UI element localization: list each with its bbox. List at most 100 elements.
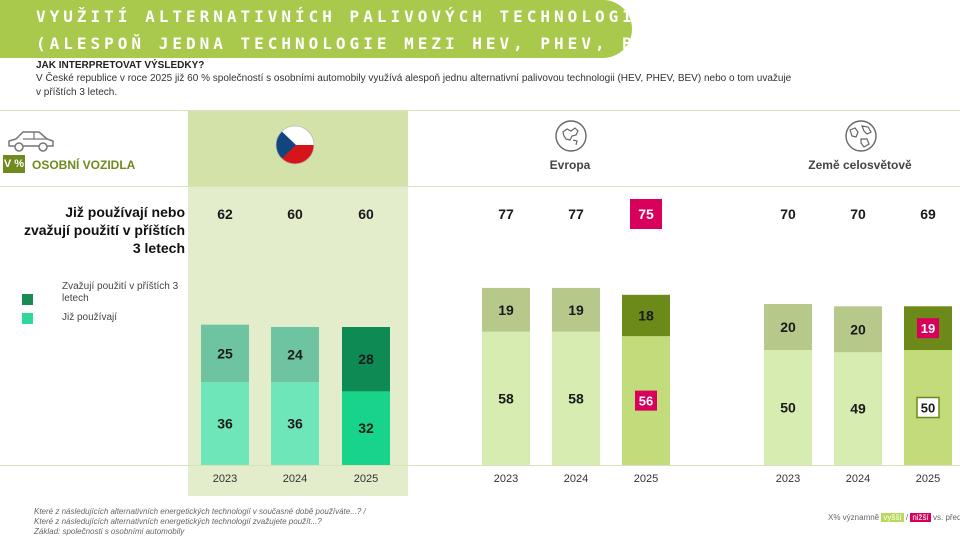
label-world-2025-considering-group: 19 — [917, 318, 939, 339]
divider-header — [0, 186, 960, 187]
label-europe-2023-total-group: 77 — [498, 206, 514, 222]
label-world-2024-using: 49 — [850, 401, 866, 417]
label-world-2023-using-group: 50 — [780, 400, 796, 416]
tick-czech-2025: 2025 — [354, 473, 378, 485]
label-europe-2023-considering-group: 19 — [498, 302, 514, 318]
significance-legend: X% významně vyšší / nižší vs. předchozí … — [828, 513, 960, 522]
czech-flag-icon — [275, 125, 315, 165]
label-world-2024-using-group: 49 — [850, 401, 866, 417]
label-czech-2025-total-group: 60 — [358, 206, 374, 222]
label-europe-2024-total-group: 77 — [568, 206, 584, 222]
tick-world-2025: 2025 — [916, 473, 940, 485]
question-title: Již používají nebo zvažují použití v pří… — [23, 204, 185, 256]
europe-icon — [555, 120, 587, 152]
label-europe-2025-total-highlight — [630, 199, 662, 229]
region-label-europe: Evropa — [549, 158, 591, 172]
label-europe-2025-total-group: 75 — [630, 199, 662, 229]
label-czech-2025-using: 32 — [358, 420, 374, 436]
legend-swatch-using — [22, 313, 33, 324]
footnote-line-3: Základ: společnosti s osobními automobil… — [34, 527, 185, 536]
label-world-2025-using: 50 — [921, 401, 935, 416]
label-europe-2025-considering: 18 — [638, 308, 654, 324]
car-icon — [8, 131, 54, 152]
bar-world-2023-considering — [764, 304, 812, 350]
legend-swatch-considering — [22, 294, 33, 305]
label-czech-2025-total: 60 — [358, 206, 374, 222]
label-world-2023-considering-group: 20 — [780, 319, 796, 335]
divider-top — [0, 110, 960, 111]
label-europe-2024-considering: 19 — [568, 302, 584, 318]
label-world-2025-considering: 19 — [921, 321, 935, 336]
label-czech-2024-considering: 24 — [287, 347, 303, 363]
bar-world-2024-using — [834, 352, 882, 465]
label-czech-2023-total-group: 62 — [217, 206, 233, 222]
label-europe-2025-using-highlight — [635, 390, 657, 411]
globe-icon — [845, 120, 877, 152]
label-world-2023-considering: 20 — [780, 319, 796, 335]
label-europe-2024-total: 77 — [568, 206, 584, 222]
bar-czech-2023-considering — [201, 324, 249, 383]
tick-europe-2023: 2023 — [494, 473, 518, 485]
legend-label-using: Již používají — [62, 312, 118, 323]
label-world-2024-considering-group: 20 — [850, 321, 866, 337]
label-world-2023-total: 70 — [780, 206, 796, 222]
label-czech-2024-using-group: 36 — [287, 416, 303, 432]
footnote: Které z následujících alternativních ene… — [34, 507, 366, 537]
bar-europe-2025-considering — [622, 294, 670, 337]
title-banner: VYUŽITÍ ALTERNATIVNÍCH PALIVOVÝCH TECHNO… — [0, 0, 673, 58]
significance-higher: vyšší — [881, 513, 904, 522]
label-europe-2025-considering-group: 18 — [638, 308, 654, 324]
region-label-world: Země celosvětově — [808, 158, 912, 172]
label-europe-2024-considering-group: 19 — [568, 302, 584, 318]
footnote-line-2: Které z následujících alternativních ene… — [34, 517, 322, 526]
divider-axis — [0, 465, 960, 466]
label-world-2025-using-highlight — [916, 396, 940, 419]
legend-label-considering: Zvažují použití v příštích 3 letech — [62, 281, 179, 304]
bar-czech-2025-using — [342, 391, 390, 465]
bar-czech-2024-considering — [271, 327, 319, 383]
label-czech-2024-using: 36 — [287, 416, 303, 432]
percent-badge: V % — [3, 155, 25, 173]
label-world-2024-considering: 20 — [850, 321, 866, 337]
title-line-1: VYUŽITÍ ALTERNATIVNÍCH PALIVOVÝCH TECHNO… — [36, 7, 650, 26]
footnote-line-1: Které z následujících alternativních ene… — [34, 507, 366, 516]
tick-world-2024: 2024 — [846, 473, 870, 485]
bar-europe-2024-using — [552, 331, 600, 465]
label-world-2024-total: 70 — [850, 206, 866, 222]
significance-separator: / — [905, 513, 909, 522]
label-europe-2023-using: 58 — [498, 390, 514, 406]
bar-world-2024-considering — [834, 306, 882, 353]
label-world-2025-total-group: 69 — [920, 206, 936, 222]
tick-czech-2023: 2023 — [213, 473, 237, 485]
label-world-2023-using: 50 — [780, 400, 796, 416]
label-world-2025-using-group: 50 — [916, 396, 940, 419]
label-world-2024-total-group: 70 — [850, 206, 866, 222]
title-line-2: (ALESPOŇ JEDNA TECHNOLOGIE MEZI HEV, PHE… — [36, 34, 677, 53]
label-europe-2025-using: 56 — [639, 394, 653, 409]
label-czech-2025-considering-group: 28 — [358, 351, 374, 367]
label-europe-2023-total: 77 — [498, 206, 514, 222]
label-czech-2023-total: 62 — [217, 206, 233, 222]
label-czech-2023-considering: 25 — [217, 345, 233, 361]
tick-europe-2024: 2024 — [564, 473, 588, 485]
label-world-2023-total-group: 70 — [780, 206, 796, 222]
bar-europe-2024-considering — [552, 287, 600, 332]
bar-czech-2025-considering — [342, 327, 390, 392]
label-europe-2025-total: 75 — [638, 206, 654, 222]
bar-europe-2023-considering — [482, 287, 530, 332]
label-czech-2024-considering-group: 24 — [287, 347, 303, 363]
label-europe-2024-using: 58 — [568, 390, 584, 406]
label-europe-2023-using-group: 58 — [498, 390, 514, 406]
label-czech-2025-considering: 28 — [358, 351, 374, 367]
label-europe-2024-using-group: 58 — [568, 390, 584, 406]
label-czech-2024-total-group: 60 — [287, 206, 303, 222]
label-world-2025-total: 69 — [920, 206, 936, 222]
bar-czech-2023-using — [201, 382, 249, 465]
bar-czech-2024-using — [271, 382, 319, 465]
interpretation-text: V České republice v roce 2025 již 60 % s… — [36, 73, 792, 98]
label-world-2025-considering-highlight — [917, 318, 939, 339]
significance-prefix: X% významně — [828, 513, 880, 522]
label-czech-2023-using: 36 — [217, 416, 233, 432]
label-czech-2023-using-group: 36 — [217, 416, 233, 432]
